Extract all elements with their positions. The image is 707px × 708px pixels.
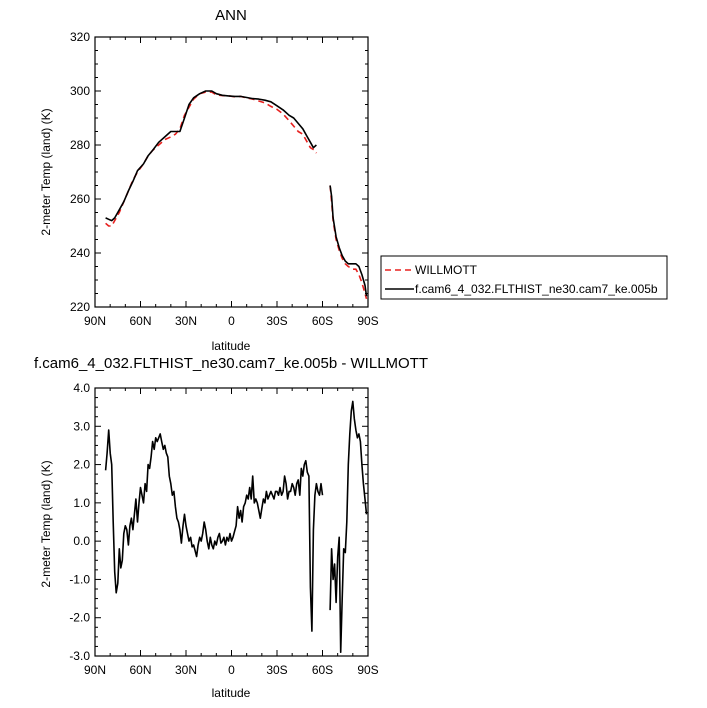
x-tick-label: 30S	[266, 314, 287, 328]
series-group	[104, 400, 368, 653]
x-tick-label: 60N	[129, 663, 151, 677]
y-tick-label: -1.0	[69, 572, 90, 586]
difference-plot-area: 90N 60N 30N 0 30S 60S 90S -3.0 -2.0 -1.0 0.0 1.0 2.0…	[69, 381, 378, 677]
series-line-0-segment-1	[329, 400, 368, 653]
series-line-0-segment-0	[105, 91, 318, 227]
series-line-1-segment-1	[329, 185, 368, 297]
y-tick-label: 240	[70, 246, 90, 260]
x-tick-label: 30N	[175, 663, 197, 677]
x-tick-label: 30N	[175, 314, 197, 328]
y-tick-label: 2.0	[73, 458, 90, 472]
legend-label-model: f.cam6_4_032.FLTHIST_ne30.cam7_ke.005b	[415, 282, 658, 296]
y-tick-label: 4.0	[73, 381, 90, 395]
x-tick-label: 90S	[357, 663, 378, 677]
plot-frame	[94, 387, 369, 657]
y-axis-title: 2-meter Temp (land) (K)	[39, 108, 53, 235]
y-tick-label: 300	[70, 84, 90, 98]
y-tick-label: 3.0	[73, 419, 90, 433]
y-tick-label: -3.0	[69, 649, 90, 663]
x-tick-label: 60S	[312, 663, 333, 677]
plot-frame	[94, 36, 369, 308]
x-tick-label: 0	[228, 663, 235, 677]
x-tick-label: 30S	[266, 663, 287, 677]
y-axis-title: 2-meter Temp (land) (K)	[39, 460, 53, 587]
legend: WILLMOTT f.cam6_4_032.FLTHIST_ne30.cam7_…	[380, 255, 668, 300]
panel-title: f.cam6_4_032.FLTHIST_ne30.cam7_ke.005b -…	[34, 355, 428, 372]
y-tick-label: 1.0	[73, 496, 90, 510]
panel-title: ANN	[215, 7, 247, 24]
legend-box	[380, 255, 668, 300]
y-tick-label: 280	[70, 138, 90, 152]
difference-panel: f.cam6_4_032.FLTHIST_ne30.cam7_ke.005b -…	[34, 355, 428, 700]
temperature-plot-area: 90N 60N 30N 0 30S 60S 90S 220 240 260 280 300 320	[70, 30, 379, 328]
x-tick-label: 60S	[312, 314, 333, 328]
series-group	[105, 90, 368, 300]
x-axis-title: latitude	[212, 339, 251, 353]
y-tick-label: 260	[70, 192, 90, 206]
y-tick-label: 0.0	[73, 534, 90, 548]
x-tick-label: 90N	[84, 314, 106, 328]
temperature-panel: ANN 2-meter Temp (land) (K) latitude 90N…	[39, 7, 668, 353]
y-tick-label: -2.0	[69, 611, 90, 625]
legend-label-willmott: WILLMOTT	[415, 263, 478, 277]
x-tick-label: 90S	[357, 314, 378, 328]
series-line-1-segment-0	[105, 90, 317, 222]
x-tick-label: 0	[228, 314, 235, 328]
x-tick-label: 90N	[84, 663, 106, 677]
x-tick-label: 60N	[129, 314, 151, 328]
series-line-0-segment-0	[104, 429, 324, 632]
y-tick-label: 320	[70, 30, 90, 44]
series-line-0-segment-1	[329, 185, 368, 300]
x-axis-title: latitude	[212, 686, 251, 700]
y-tick-label: 220	[70, 300, 90, 314]
